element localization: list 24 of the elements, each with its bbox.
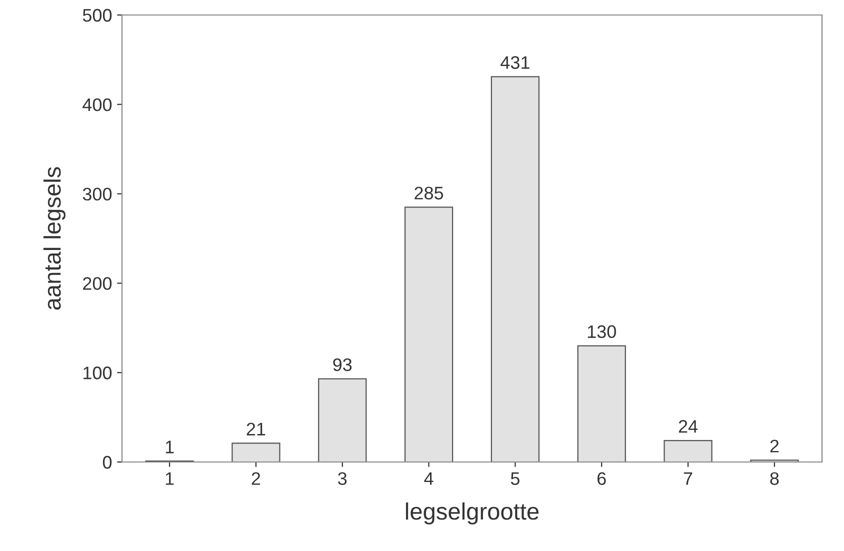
y-axis-title: aantal legsels (43, 167, 66, 310)
data-label: 93 (333, 358, 352, 372)
x-tick-label: 6 (598, 472, 606, 485)
x-tick-label: 1 (166, 472, 174, 485)
data-label: 2 (770, 440, 779, 452)
data-label: 1 (166, 440, 174, 454)
x-tick-label: 7 (684, 472, 692, 485)
y-tick-label: 100 (84, 366, 112, 380)
y-tick-label: 300 (82, 188, 112, 201)
data-label: 24 (678, 420, 698, 433)
data-label: 130 (588, 325, 616, 338)
x-tick-label: 3 (338, 472, 347, 485)
data-label: 21 (246, 422, 266, 436)
x-tick-label: 2 (252, 472, 260, 485)
data-label: 285 (414, 186, 444, 200)
x-axis-title: legselgrootte (406, 502, 539, 524)
x-tick-label: 8 (770, 472, 779, 485)
x-tick-label: 5 (510, 472, 520, 485)
y-tick-label: 500 (82, 8, 112, 22)
y-tick-label: 400 (82, 98, 112, 112)
x-tick-label: 4 (424, 472, 434, 485)
y-tick-label: 200 (83, 277, 112, 290)
y-tick-label: 0 (102, 456, 112, 469)
data-label: 431 (500, 56, 530, 69)
